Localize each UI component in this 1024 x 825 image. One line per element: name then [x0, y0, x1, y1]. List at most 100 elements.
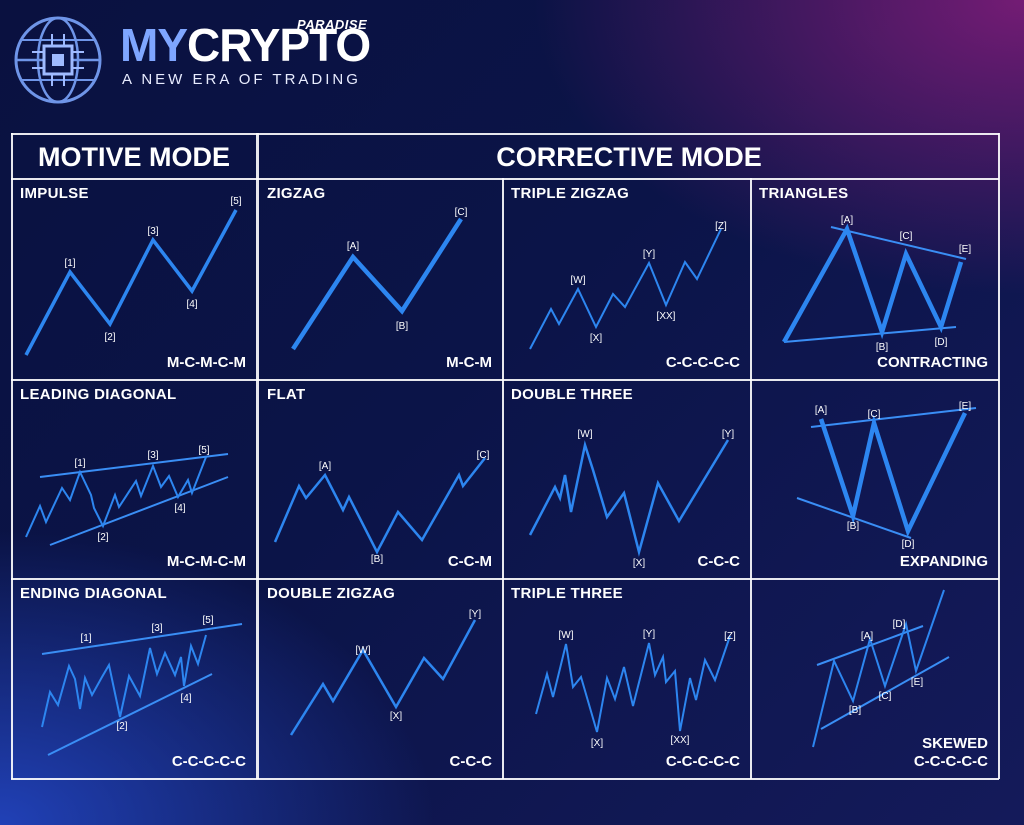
- cell-triple-three: TRIPLE THREE C-C-C-C-C [W] [X] [Y] [XX] [Z]: [503, 579, 750, 778]
- wave-diagram: [A] [B] [C] [D] [E]: [796, 401, 977, 550]
- brand-my: MY: [120, 19, 188, 71]
- cell-code: C-C-C-C-C: [913, 753, 988, 770]
- wave-label: [Y]: [722, 429, 734, 440]
- wave-label: [5]: [230, 196, 241, 207]
- trend-line: [49, 476, 229, 546]
- wave-diagram: [W] [X] [Y] [XX] [Z]: [535, 629, 736, 749]
- cell-title: TRIANGLES: [759, 185, 849, 202]
- wave-label: [D]: [902, 539, 915, 550]
- cell-impulse: IMPULSE M-C-M-C-M [1] [2] [3] [4] [5]: [12, 179, 256, 379]
- wave-label: [A]: [319, 461, 331, 472]
- trend-line: [783, 326, 957, 343]
- wave-label: [A]: [841, 215, 853, 226]
- wave-label: [Z]: [724, 631, 736, 642]
- wave-label: [E]: [911, 677, 923, 688]
- wave-diagram: [1] [2] [3] [4] [5]: [41, 615, 243, 756]
- wave-line: [24, 209, 238, 356]
- wave-label: [X]: [633, 558, 645, 569]
- wave-label: [W]: [559, 630, 574, 641]
- wave-label: [B]: [396, 321, 408, 332]
- wave-label: [X]: [590, 333, 602, 344]
- wave-line: [291, 217, 463, 351]
- cell-ending-diagonal: ENDING DIAGONAL C-C-C-C-C [1] [2] [3] [4] [5]: [12, 579, 256, 778]
- wave-diagram: [A] [B] [C]: [273, 450, 490, 565]
- cell-zigzag: ZIGZAG M-C-M [A] [B] [C]: [259, 179, 502, 379]
- brand-tagline: A NEW ERA OF TRADING: [122, 71, 361, 88]
- wave-label: [XX]: [671, 735, 690, 746]
- wave-label: [C]: [455, 207, 468, 218]
- trend-line: [830, 226, 967, 260]
- wave-line: [535, 635, 731, 733]
- trend-line: [810, 407, 977, 428]
- wave-diagram: [A] [B] [C] [D] [E]: [812, 589, 950, 748]
- wave-label: [C]: [868, 409, 881, 420]
- grid-row2-line: [11, 578, 999, 580]
- cell-double-zigzag: DOUBLE ZIGZAG C-C-C [W] [X] [Y]: [259, 579, 502, 778]
- wave-line: [818, 412, 968, 538]
- wave-diagram: [W] [X] [Y]: [289, 609, 481, 736]
- cell-triangles: TRIANGLES CONTRACTING [A] [B] [C] [D] [E]: [751, 179, 998, 379]
- cell-code: C-C-C: [697, 553, 741, 570]
- wave-diagram: [A] [B] [C]: [291, 207, 468, 351]
- cell-code: EXPANDING: [899, 553, 988, 570]
- brand-name: MYCRYPTO: [120, 19, 371, 71]
- wave-label: [C]: [900, 231, 913, 242]
- grid-row1-line: [11, 379, 999, 381]
- cell-flat: FLAT C-C-M [A] [B] [C]: [259, 380, 502, 578]
- wave-label: [A]: [861, 631, 873, 642]
- wave-diagram: [A] [B] [C] [D] [E]: [782, 215, 971, 353]
- wave-label: [B]: [847, 521, 859, 532]
- wave-label: [3]: [147, 450, 158, 461]
- wave-label: [5]: [198, 445, 209, 456]
- wave-label: [B]: [876, 342, 888, 353]
- cell-skewed: C-C-C-C-C SKEWED [A] [B] [C] [D] [E]: [751, 579, 998, 778]
- cell-code: M-C-M-C-M: [166, 553, 246, 570]
- grid-left-line: [11, 133, 13, 779]
- wave-label: [1]: [74, 458, 85, 469]
- cell-expanding: EXPANDING [A] [B] [C] [D] [E]: [751, 380, 998, 578]
- cell-double-three: DOUBLE THREE C-C-C [W] [X] [Y]: [503, 380, 750, 578]
- wave-label: [4]: [186, 299, 197, 310]
- wave-label: [2]: [97, 532, 108, 543]
- cell-code: C-C-C-C-C: [665, 354, 740, 371]
- wave-line: [528, 439, 730, 557]
- cell-title: ENDING DIAGONAL: [20, 585, 167, 602]
- wave-line: [273, 457, 486, 555]
- cell-title: IMPULSE: [20, 185, 89, 202]
- cell-code: M-C-M-C-M: [166, 354, 246, 371]
- wave-line: [289, 619, 477, 736]
- wave-label: [A]: [347, 241, 359, 252]
- wave-label: [1]: [80, 633, 91, 644]
- cell-code-top: SKEWED: [922, 735, 988, 752]
- wave-label: [Y]: [469, 609, 481, 620]
- wave-diagram: [1] [2] [3] [4] [5]: [25, 445, 229, 546]
- wave-label: [Z]: [715, 221, 727, 232]
- cell-title: ZIGZAG: [267, 185, 326, 202]
- wave-label: [A]: [815, 405, 827, 416]
- grid-col3-line: [750, 178, 752, 779]
- wave-label: [5]: [202, 615, 213, 626]
- wave-label: [Y]: [643, 249, 655, 260]
- wave-label: [B]: [849, 705, 861, 716]
- wave-label: [D]: [935, 337, 948, 348]
- cell-triple-zigzag: TRIPLE ZIGZAG C-C-C-C-C [W] [X] [Y] [XX] [Z]: [503, 179, 750, 379]
- trend-line: [41, 623, 243, 655]
- trend-line: [39, 453, 229, 478]
- wave-label: [2]: [104, 332, 115, 343]
- trend-line: [47, 673, 213, 756]
- globe-chip-icon: [14, 16, 102, 104]
- wave-label: [3]: [151, 623, 162, 634]
- trend-line: [820, 656, 950, 730]
- wave-label: [B]: [371, 554, 383, 565]
- wave-line: [812, 589, 945, 748]
- cell-title: FLAT: [267, 386, 306, 403]
- cell-code: CONTRACTING: [877, 354, 988, 371]
- logo: MYCRYPTO PARADISE A NEW ERA OF TRADING: [12, 10, 412, 110]
- cell-title: DOUBLE ZIGZAG: [267, 585, 396, 602]
- grid-right-line: [998, 133, 1000, 779]
- corrective-mode-header: CORRECTIVE MODE: [496, 142, 762, 172]
- wave-label: [C]: [879, 691, 892, 702]
- wave-diagram: [1] [2] [3] [4] [5]: [24, 196, 242, 356]
- cell-code: C-C-M: [447, 553, 492, 570]
- cell-leading-diagonal: LEADING DIAGONAL M-C-M-C-M [1] [2] [3] [4] [5]: [12, 380, 256, 578]
